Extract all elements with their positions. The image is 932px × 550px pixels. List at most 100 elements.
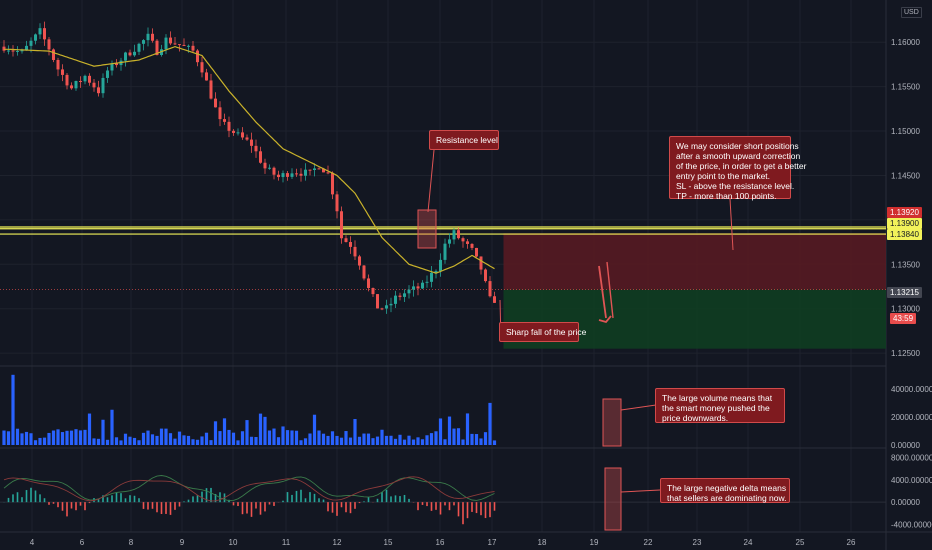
delta-bar [48,502,50,505]
volume-bar [375,436,380,445]
candle-body [34,34,37,41]
volume-bar [47,432,51,445]
delta-bar [210,487,212,503]
delta-line: that sellers are dominating now. [667,493,787,503]
delta-line-red [3,476,495,502]
time-tick-label: 4 [30,538,35,547]
price-tag-current: 1.13215 [887,287,922,298]
delta-bar [232,502,235,506]
delta-bar [66,502,68,517]
volume-bar [74,429,78,445]
delta-bar [480,502,482,516]
volume-bar [128,436,132,445]
volume-bar [344,431,348,445]
candle-body [448,239,451,244]
candle-body [142,40,145,44]
delta-bar [129,495,131,503]
volume-callout: The large volume means that the smart mo… [655,388,785,423]
delta-bar [453,502,455,506]
candle-body [16,50,19,52]
candle-body [299,173,303,176]
candle-body [61,69,64,75]
volume-bar [371,438,375,445]
delta-bar [322,499,325,503]
volume-bar [263,416,267,445]
delta-bar [273,502,275,506]
candle-body [290,173,294,177]
volume-bar [299,440,303,445]
plan-line: TP - more than 100 points. [676,191,777,201]
candle-body [128,52,132,56]
candle-body [371,287,375,295]
delta-bar [39,494,41,503]
candle-body [259,151,262,163]
volume-bar [200,436,204,445]
delta-bar [124,498,127,503]
delta-bar [12,494,14,503]
candle-body [29,40,33,46]
candle-body [461,238,465,242]
time-tick-label: 25 [796,538,805,547]
candle-body [367,278,370,288]
volume-bar [38,437,42,445]
delta-bar [304,498,307,503]
volume-bar [335,435,339,445]
candle-body [322,168,325,173]
volume-tick-label: 20000.00000 [891,413,932,422]
delta-bar [97,498,100,503]
volume-bar [177,431,182,445]
delta-bar [354,502,356,509]
price-tick-label: 1.13000 [891,305,920,314]
time-tick-label: 18 [538,538,547,547]
delta-bars [3,475,496,525]
candle-body [245,137,249,140]
volume-bar [65,430,69,445]
delta-bar [21,497,23,503]
volume-bar [258,413,263,445]
price-tag-resistance-mid: 1.13900 [887,218,922,229]
delta-bar [187,499,190,503]
delta-bar [196,495,199,503]
volume-bar [389,435,393,445]
delta-tick-label: 4000.00000 [891,476,932,485]
time-tick-label: 24 [744,538,753,547]
volume-bar [159,428,164,445]
volume-bar [254,437,258,445]
candle-body [281,173,285,178]
candle-body [124,52,127,61]
candle-body [340,211,343,239]
volume-bar [470,433,474,445]
price-tick-label: 1.13500 [891,260,920,269]
candle-body [475,247,478,257]
delta-bar [205,488,208,503]
volume-bar [438,418,443,445]
candle-body [407,289,411,294]
price-tag-resistance-top: 1.13920 [887,207,922,218]
moving-average-line [4,45,495,274]
volume-bar [488,402,492,445]
volume-bars [2,374,497,445]
delta-bar [151,502,154,509]
volume-bar [137,440,141,445]
delta-bar [147,502,149,510]
delta-bar [70,502,73,509]
volume-bar [33,440,38,445]
candle-body [25,45,28,51]
candle-body [349,242,352,247]
volume-bar [443,439,447,445]
delta-bar [282,500,284,503]
delta-bar [444,502,446,506]
candle-body [173,43,177,45]
candle-body [241,132,244,138]
delta-bar [246,502,248,514]
delta-bar [268,502,271,505]
resistance-highlight-box [417,209,437,249]
candle-body [79,80,82,82]
currency-label[interactable]: USD [901,7,922,18]
candle-body [344,238,348,243]
delta-bar [489,502,491,518]
volume-bar [452,428,456,445]
time-axis: 4 6 8 9 10 11 12 15 16 17 18 19 22 23 24 25 26 [30,538,856,547]
candle-body [200,62,204,73]
